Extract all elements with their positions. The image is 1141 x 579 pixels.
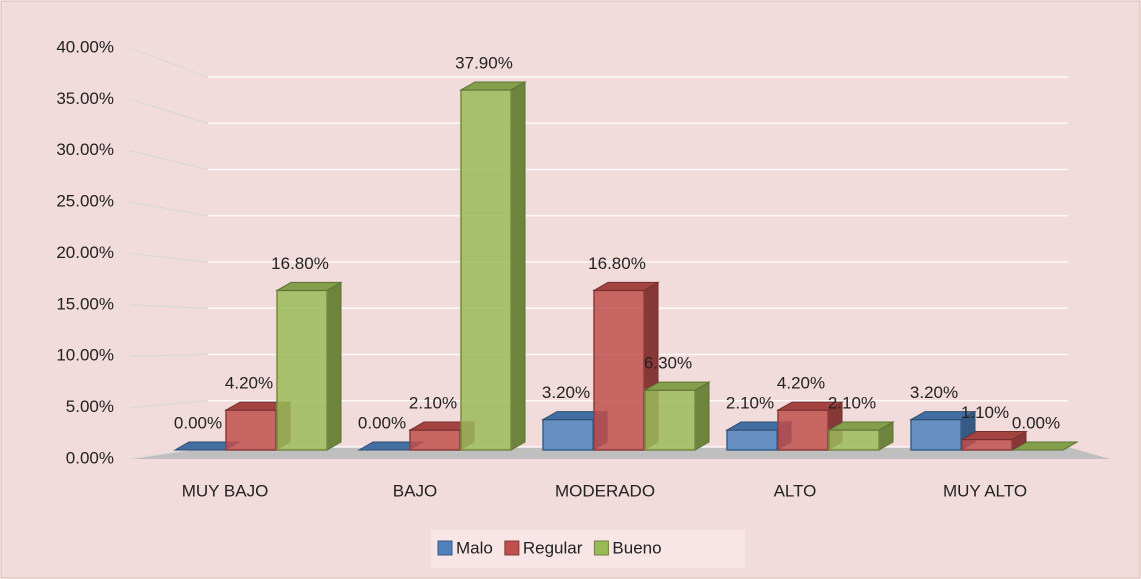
bar-top xyxy=(776,401,844,411)
value-label: 4.20% xyxy=(225,374,273,393)
y-tick-label: 20.00% xyxy=(56,243,114,262)
y-tick-label: 10.00% xyxy=(56,346,114,365)
legend-swatch xyxy=(593,540,609,556)
x-tick-label: MUY BAJO xyxy=(182,481,269,500)
legend-label: Malo xyxy=(456,538,493,557)
x-tick-label: ALTO xyxy=(774,481,817,500)
bar-front xyxy=(961,438,1013,451)
value-label: 2.10% xyxy=(828,394,876,413)
value-label: 4.20% xyxy=(777,374,825,393)
value-label: 2.10% xyxy=(726,394,774,413)
value-label: 3.20% xyxy=(542,383,590,402)
bar-top xyxy=(827,421,895,431)
x-tick-label: MUY ALTO xyxy=(943,481,1027,500)
bar-front xyxy=(460,89,512,451)
bar-top xyxy=(1011,441,1079,451)
bar-top xyxy=(459,81,527,91)
bar-front xyxy=(910,418,962,451)
legend-label: Bueno xyxy=(612,538,661,557)
bar xyxy=(1011,441,1079,451)
y-tick-label: 40.00% xyxy=(56,37,114,56)
side-grid-line xyxy=(129,252,209,263)
legend-swatch xyxy=(504,540,520,556)
side-grid-line xyxy=(129,47,209,78)
side-grid-line xyxy=(129,400,209,409)
bar xyxy=(960,430,1028,451)
y-tick-label: 30.00% xyxy=(56,140,114,159)
y-tick-label: 5.00% xyxy=(66,397,114,416)
legend-swatch xyxy=(437,540,453,556)
side-grid-line xyxy=(129,201,209,217)
y-tick-label: 25.00% xyxy=(56,192,114,211)
side-grid-line xyxy=(129,304,209,309)
value-label: 37.90% xyxy=(455,53,513,72)
value-label: 0.00% xyxy=(174,413,222,432)
value-label: 3.20% xyxy=(910,383,958,402)
bar-front xyxy=(726,429,778,451)
value-label: 0.00% xyxy=(1012,413,1060,432)
value-label: 2.10% xyxy=(409,394,457,413)
bar-front xyxy=(276,289,328,451)
bar-front xyxy=(542,418,594,451)
bar xyxy=(459,81,527,451)
bar xyxy=(643,381,711,451)
bar-front xyxy=(777,409,829,451)
y-tick-label: 0.00% xyxy=(66,448,114,467)
bar-top xyxy=(592,281,660,291)
legend-label: Regular xyxy=(523,538,583,557)
bar-top xyxy=(643,381,711,391)
bar xyxy=(592,281,660,451)
value-label: 1.10% xyxy=(961,403,1009,422)
side-grid-line xyxy=(129,353,209,357)
bar-front xyxy=(409,429,461,451)
side-grid-line xyxy=(129,98,209,124)
y-tick-label: 15.00% xyxy=(56,294,114,313)
x-tick-label: BAJO xyxy=(393,481,437,500)
bar-top xyxy=(275,281,343,291)
bar-front xyxy=(225,409,277,451)
bar xyxy=(275,281,343,451)
y-tick-label: 35.00% xyxy=(56,89,114,108)
bar-front xyxy=(644,389,696,451)
side-grid-line xyxy=(129,150,209,171)
bar-top xyxy=(909,411,977,421)
bar-side xyxy=(510,81,526,451)
value-label: 16.80% xyxy=(588,254,646,273)
bar-side xyxy=(326,281,342,451)
bar xyxy=(827,421,895,451)
bar-side xyxy=(694,381,710,451)
bar-front xyxy=(828,429,880,451)
bar-front xyxy=(593,289,645,451)
value-label: 16.80% xyxy=(271,254,329,273)
legend-box xyxy=(431,530,745,568)
value-label: 6.30% xyxy=(644,354,692,373)
bar-top xyxy=(960,431,1028,441)
value-label: 0.00% xyxy=(358,413,406,432)
x-tick-label: MODERADO xyxy=(555,481,655,500)
